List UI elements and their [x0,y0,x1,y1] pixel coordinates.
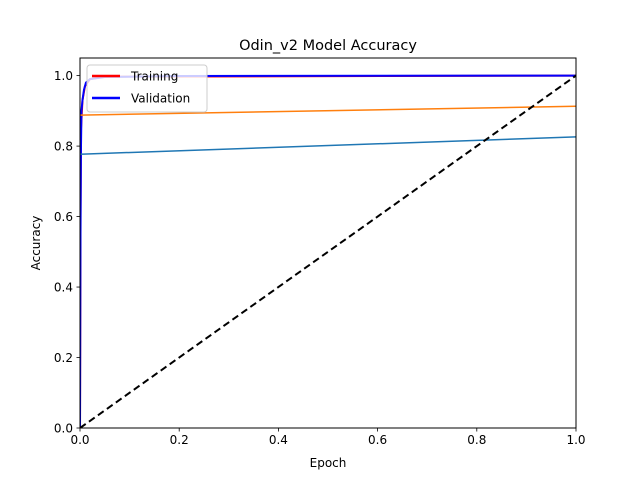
plot-frame [79,57,577,429]
legend-training-label: Training [130,70,178,84]
series-line-2 [80,105,576,116]
x-tick-label: 0.2 [170,433,189,447]
y-tick-label: 0.0 [54,421,73,435]
series-line-3 [80,136,576,155]
x-tick-label: 1.0 [566,433,585,447]
y-tick-label: 0.4 [54,280,73,294]
x-tick-label: 0.4 [269,433,288,447]
x-tick-label: 0.0 [70,433,89,447]
y-tick-label: 1.0 [54,69,73,83]
y-tick-label: 0.2 [54,351,73,365]
legend-validation-label: Validation [131,92,190,106]
x-axis: 0.0 0.2 0.4 0.6 0.8 1.0 [70,428,586,447]
y-tick-label: 0.8 [54,139,73,153]
x-tick-label: 0.6 [368,433,387,447]
legend: Training Validation [86,64,208,113]
y-axis-label: Accuracy [29,216,43,271]
y-tick-label: 0.6 [54,210,73,224]
x-tick-label: 0.8 [467,433,486,447]
series-line-4 [80,74,576,428]
x-axis-label: Epoch [310,456,347,470]
y-axis: 0.0 0.2 0.4 0.6 0.8 1.0 [54,69,80,435]
chart-title: Odin_v2 Model Accuracy [239,38,417,54]
